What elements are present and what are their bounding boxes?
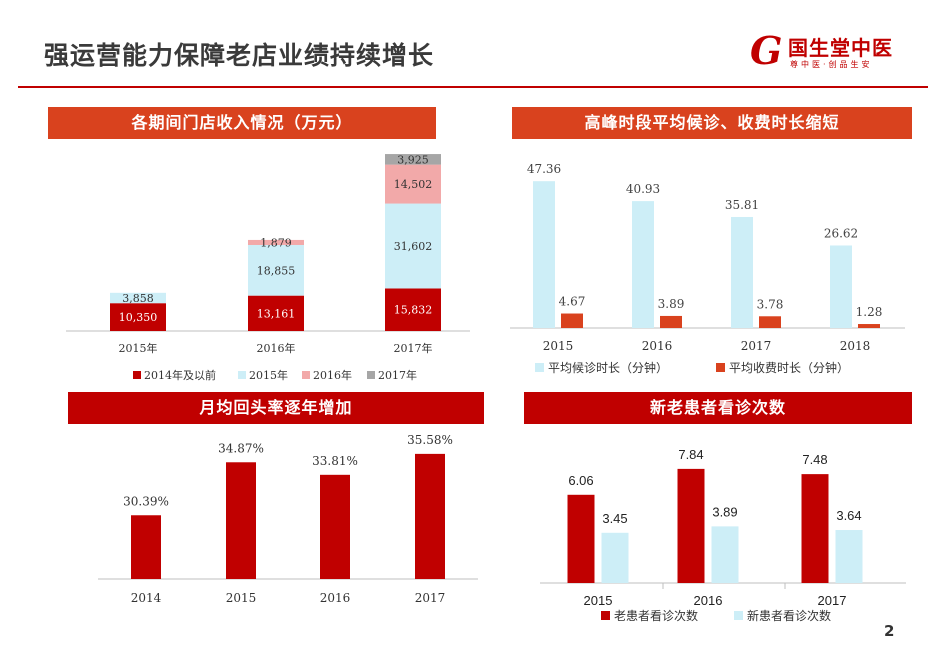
- chart4-data-label: 3.64: [836, 508, 861, 523]
- logo-name: 国生堂中医: [788, 36, 893, 60]
- chart1-legend-label: 2017年: [378, 368, 417, 382]
- chart3-data-label: 34.87%: [218, 441, 264, 455]
- chart1-bar-3-2: [248, 239, 304, 245]
- chart4-legend-label: 新患者看诊次数: [747, 608, 831, 623]
- chart4-legend-swatch: [734, 611, 743, 620]
- chart4-tick-label: 2015: [584, 593, 613, 608]
- logo-slogan: 尊中医·创品生安: [790, 60, 873, 69]
- chart4-bar-1-3: [801, 474, 829, 583]
- chart1-data-label: 13,161: [257, 307, 296, 320]
- chart3-tick-label: 2014: [131, 591, 162, 605]
- chart1-data-label: 3,858: [122, 292, 154, 305]
- chart1-data-label: 18,855: [257, 264, 296, 277]
- chart4-tick-label: 2016: [694, 593, 723, 608]
- chart1-tick-label: 2016年: [257, 341, 296, 355]
- chart2-legend-swatch: [716, 363, 725, 372]
- page-title: 强运营能力保障老店业绩持续增长: [44, 41, 435, 70]
- chart1-legend-swatch: [302, 371, 310, 379]
- chart2-bar-2-3: [759, 316, 781, 328]
- chart3-bar-3: [320, 474, 350, 579]
- chart4-bar-2-3: [835, 530, 863, 583]
- chart1-bar-4-3: [385, 154, 441, 165]
- chart2-tick-label: 2015: [543, 339, 574, 353]
- chart2-bar-1-4: [830, 245, 852, 328]
- chart2-data-label: 40.93: [626, 182, 660, 196]
- chart4-tick-label: 2017: [818, 593, 847, 608]
- chart2-bar-2-1: [561, 313, 583, 328]
- chart1-bar-1-1: [110, 303, 166, 331]
- chart2-bar-1-3: [731, 216, 753, 328]
- chart1-data-label: 1,879: [260, 236, 292, 249]
- chart1-bar-1-3: [385, 288, 441, 331]
- chart2-legend-label: 平均候诊时长（分钟）: [548, 360, 668, 375]
- chart1-legend-swatch: [238, 371, 246, 379]
- chart2-bar-1-2: [632, 201, 654, 328]
- chart2-data-label: 4.67: [559, 295, 586, 309]
- chart1-data-label: 15,832: [394, 304, 433, 317]
- chart2-title: 高峰时段平均候诊、收费时长缩短: [512, 107, 912, 139]
- chart2-legend-label: 平均收费时长（分钟）: [729, 360, 849, 375]
- chart4-bar-1-1: [567, 494, 595, 583]
- chart1-title: 各期间门店收入情况（万元）: [48, 107, 436, 139]
- chart1-bar-2-2: [248, 244, 304, 296]
- chart4-bar-2-2: [711, 526, 739, 583]
- chart1-data-label: 3,925: [397, 153, 429, 166]
- chart3-tick-label: 2016: [320, 591, 351, 605]
- chart1-bar-2-3: [385, 203, 441, 289]
- chart1-bar-2-1: [110, 292, 166, 304]
- chart1-bar-3-3: [385, 164, 441, 204]
- chart3-tick-label: 2017: [415, 591, 446, 605]
- chart2-tick-label: 2017: [741, 339, 772, 353]
- chart2-data-label: 26.62: [824, 226, 858, 240]
- chart1-legend-label: 2014年及以前: [144, 368, 216, 382]
- chart3-title: 月均回头率逐年增加: [68, 392, 484, 424]
- chart2-legend-swatch: [535, 363, 544, 372]
- chart1-data-label: 10,350: [119, 311, 158, 324]
- chart2-data-label: 1.28: [856, 305, 883, 319]
- chart3-data-label: 30.39%: [123, 494, 169, 508]
- chart1-tick-label: 2015年: [119, 341, 158, 355]
- chart2-tick-label: 2016: [642, 339, 673, 353]
- title-divider: [18, 86, 928, 88]
- chart4-data-label: 3.45: [602, 511, 627, 526]
- brand-logo: G 国生堂中医 尊中医·创品生安: [750, 28, 920, 76]
- chart2-tick-label: 2018: [840, 339, 871, 353]
- chart4-bar-2-1: [601, 532, 629, 583]
- chart3-bar-4: [415, 453, 445, 579]
- chart2-data-label: 47.36: [527, 162, 561, 176]
- chart4-data-label: 7.48: [802, 452, 827, 467]
- chart3-data-label: 35.58%: [407, 433, 453, 447]
- chart4-legend-label: 老患者看诊次数: [614, 608, 698, 623]
- chart4-data-label: 6.06: [568, 473, 593, 488]
- chart2-bar-2-2: [660, 315, 682, 328]
- chart1-legend-swatch: [133, 371, 141, 379]
- chart1-bar-1-2: [248, 295, 304, 331]
- chart1-tick-label: 2017年: [394, 341, 433, 355]
- chart2-bar-1-1: [533, 181, 555, 328]
- chart1-data-label: 31,602: [394, 240, 433, 253]
- chart1-legend-label: 2015年: [249, 368, 288, 382]
- chart2-data-label: 3.89: [658, 297, 685, 311]
- chart3-data-label: 33.81%: [312, 454, 358, 468]
- logo-letter: G: [750, 28, 783, 73]
- page-number: 2: [884, 622, 895, 640]
- chart4-data-label: 7.84: [678, 447, 703, 462]
- chart2-data-label: 35.81: [725, 198, 759, 212]
- chart3-tick-label: 2015: [226, 591, 257, 605]
- chart1-legend-swatch: [367, 371, 375, 379]
- chart3-bar-2: [226, 462, 256, 579]
- chart4-bar-1-2: [677, 468, 705, 583]
- chart3-bar-1: [131, 515, 161, 579]
- chart4-title: 新老患者看诊次数: [524, 392, 912, 424]
- chart2-bar-2-4: [858, 324, 880, 328]
- chart1-legend-label: 2016年: [313, 368, 352, 382]
- chart2-data-label: 3.78: [757, 297, 784, 311]
- chart4-legend-swatch: [601, 611, 610, 620]
- chart4-data-label: 3.89: [712, 504, 737, 519]
- chart1-data-label: 14,502: [394, 178, 433, 191]
